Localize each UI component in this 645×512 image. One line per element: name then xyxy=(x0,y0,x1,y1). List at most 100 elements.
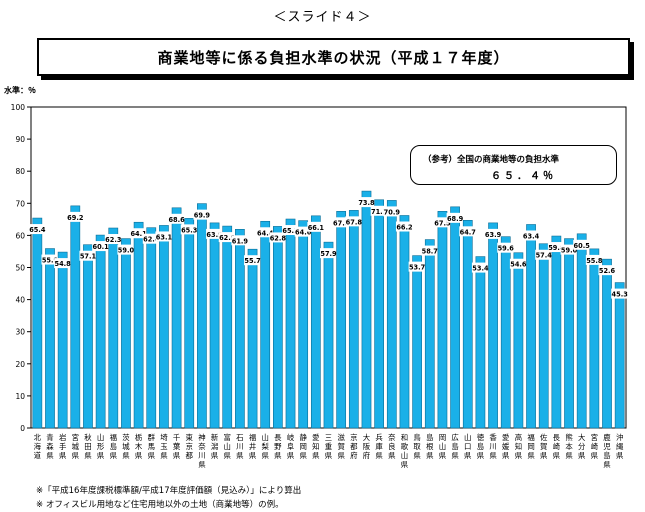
value-label-bg xyxy=(307,221,325,232)
x-tick-label: 秋田県 xyxy=(84,433,92,460)
bar-熊本県 xyxy=(564,238,574,429)
bar-岡山県 xyxy=(437,211,448,429)
x-tick-label: 岐阜県 xyxy=(287,433,295,460)
bar-滋賀県 xyxy=(336,211,347,429)
y-tick-label: 50 xyxy=(15,264,25,273)
x-tick-label: 宮崎県 xyxy=(591,433,599,460)
x-tick-label: 岩手県 xyxy=(59,433,67,460)
value-label: 60.5 xyxy=(574,242,591,250)
x-tick-label: 山口県 xyxy=(464,433,472,460)
x-tick-label: 群馬県 xyxy=(148,433,156,460)
x-tick-label: 京都府 xyxy=(350,433,358,460)
bar-埼玉県 xyxy=(159,225,169,429)
y-tick-label: 90 xyxy=(15,135,25,144)
bar-徳島県 xyxy=(475,256,486,429)
bar-山形県 xyxy=(95,234,106,429)
value-label: 70.9 xyxy=(384,208,401,216)
bar-富山県 xyxy=(222,225,233,429)
value-label-bg xyxy=(560,244,578,255)
x-tick-label: 埼玉県 xyxy=(160,433,168,460)
value-label-bg xyxy=(408,261,426,272)
x-tick-label: 大分県 xyxy=(578,433,586,460)
x-tick-label: 新潟県 xyxy=(211,433,219,460)
reference-note-value: ６５．４％ xyxy=(491,171,556,182)
bar-岩手県 xyxy=(57,251,68,429)
x-tick-label: 香川県 xyxy=(489,433,497,460)
value-label-bg xyxy=(244,255,262,266)
x-tick-label: 兵庫県 xyxy=(375,433,383,460)
value-label: 55.8 xyxy=(586,257,603,265)
value-label-bg xyxy=(193,209,211,220)
value-label: 62.9 xyxy=(219,234,236,242)
bar-愛知県 xyxy=(310,215,321,429)
value-label-bg xyxy=(446,212,464,223)
chart-x-labels: 北海道青森県岩手県宮城県秋田県山形県福島県茨城県栃木県群馬県埼玉県千葉県東京都神… xyxy=(34,433,624,469)
bar-石川県 xyxy=(235,229,245,429)
value-label-bg xyxy=(383,206,401,217)
value-label: 66.2 xyxy=(396,223,413,231)
bar-千葉県 xyxy=(171,207,182,429)
bar-広島県 xyxy=(450,206,460,429)
value-label: 57.4 xyxy=(536,252,553,260)
chart-title: 商業地等に係る負担水準の状況（平成１７年度） xyxy=(157,48,510,67)
value-label: 69.2 xyxy=(67,214,84,222)
value-label: 54.8 xyxy=(55,260,72,268)
x-tick-label: 佐賀県 xyxy=(540,433,548,460)
x-tick-label: 島根県 xyxy=(426,433,434,460)
value-label: 68.9 xyxy=(447,215,464,223)
x-tick-label: 鹿児島県 xyxy=(603,433,611,469)
value-label-bg xyxy=(459,226,477,237)
bar-山梨県 xyxy=(260,220,271,429)
value-label-bg xyxy=(104,234,122,245)
x-tick-label: 和歌山県 xyxy=(401,433,409,469)
value-label-bg xyxy=(509,258,527,269)
bar-鳥取県 xyxy=(412,255,422,429)
value-label-bg xyxy=(535,249,553,260)
x-tick-label: 徳島県 xyxy=(477,433,485,460)
bar-愛媛県 xyxy=(500,236,511,429)
value-label: 53.4 xyxy=(472,265,489,273)
bar-岐阜県 xyxy=(285,218,296,429)
y-tick-label: 30 xyxy=(15,328,25,337)
value-label: 58.7 xyxy=(422,248,439,256)
x-tick-label: 愛媛県 xyxy=(502,433,510,460)
bar-福島県 xyxy=(108,227,119,429)
value-label: 65.1 xyxy=(282,227,299,235)
value-label: 59.6 xyxy=(498,245,515,253)
value-label-bg xyxy=(421,245,439,256)
value-label-bg xyxy=(320,248,337,259)
value-label: 63.1 xyxy=(156,233,173,241)
x-tick-label: 富山県 xyxy=(224,433,232,460)
value-label-bg xyxy=(168,213,186,224)
value-label: 64.6 xyxy=(295,229,312,237)
bar-新潟県 xyxy=(209,222,220,429)
value-label-bg xyxy=(282,225,300,236)
x-tick-label: 千葉県 xyxy=(173,433,181,460)
value-label-bg xyxy=(433,217,451,228)
value-label-bg xyxy=(66,211,84,222)
x-tick-label: 青森県 xyxy=(46,433,54,460)
bar-大分県 xyxy=(576,233,587,429)
x-tick-label: 茨城県 xyxy=(122,433,130,460)
value-label: 64.7 xyxy=(460,228,477,236)
x-tick-label: 石川県 xyxy=(236,433,244,460)
value-label-bg xyxy=(269,232,287,243)
y-tick-label: 70 xyxy=(15,199,25,208)
value-label-bg xyxy=(117,244,135,255)
bar-三重県 xyxy=(323,241,334,429)
x-tick-label: 山梨県 xyxy=(261,433,269,460)
bar-山口県 xyxy=(462,220,473,429)
value-label: 57.9 xyxy=(320,250,337,258)
value-label-bg xyxy=(598,265,616,276)
value-label-bg xyxy=(142,233,160,244)
x-tick-label: 熊本県 xyxy=(565,433,573,460)
value-label-bg xyxy=(92,241,110,252)
value-label-bg xyxy=(231,235,249,246)
value-label: 65.3 xyxy=(181,226,198,234)
bar-香川県 xyxy=(488,222,498,429)
bar-沖縄県 xyxy=(614,282,625,429)
y-tick-label: 100 xyxy=(11,103,26,112)
x-tick-label: 栃木県 xyxy=(135,433,143,460)
x-tick-label: 北海道 xyxy=(34,433,42,460)
value-label-bg xyxy=(611,288,629,299)
